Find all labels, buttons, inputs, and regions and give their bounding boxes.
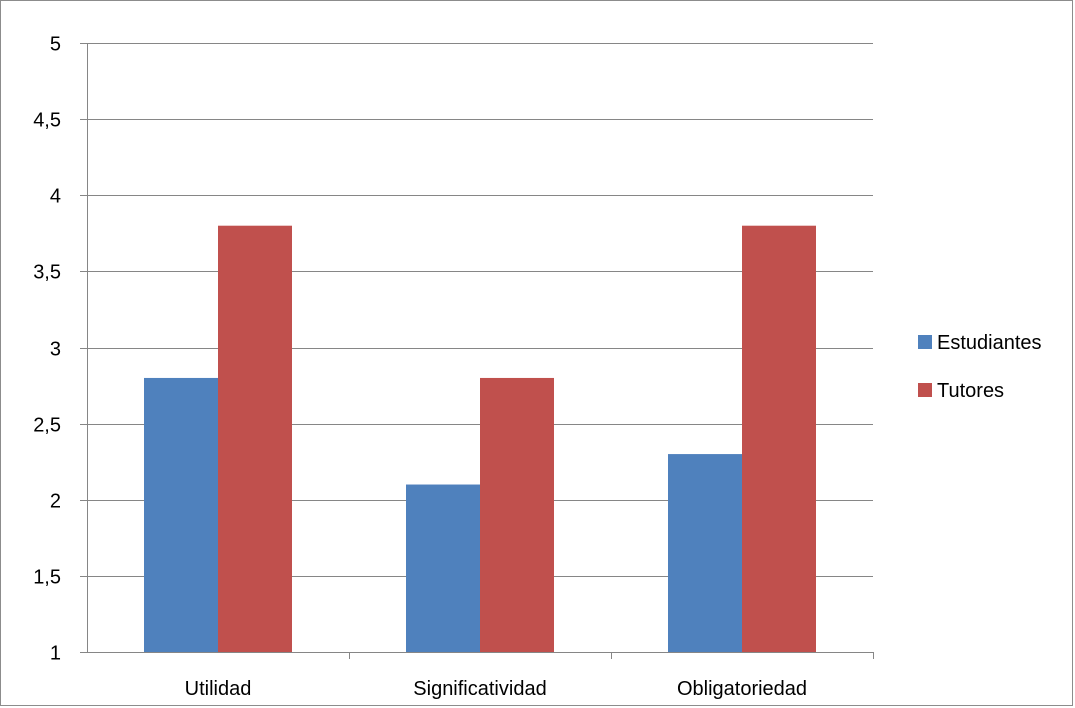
y-tick-label: 1,5 [33, 567, 61, 589]
bar-tutores-obligatoriedad [742, 225, 816, 652]
legend-swatch-tutores [918, 383, 932, 397]
y-tick-label: 1 [50, 643, 61, 665]
legend-label-tutores: Tutores [937, 380, 1004, 402]
x-category-label: Utilidad [185, 678, 252, 700]
x-category-label: Significatividad [413, 678, 546, 700]
y-tick-labels: 1 1,5 2 2,5 3 3,5 4 4,5 5 [33, 34, 61, 665]
legend: Estudiantes Tutores [918, 332, 1042, 402]
bar-tutores-utilidad [218, 225, 292, 652]
bar-estudiantes-significatividad [406, 484, 480, 652]
x-category-label: Obligatoriedad [677, 678, 807, 700]
y-tick-label: 5 [50, 34, 61, 56]
bar-tutores-significatividad [480, 377, 554, 652]
y-tick-label: 2,5 [33, 415, 61, 437]
axes [80, 43, 874, 659]
bars [144, 225, 816, 652]
legend-swatch-estudiantes [918, 335, 932, 349]
x-category-labels: Utilidad Significatividad Obligatoriedad [185, 678, 807, 700]
y-tick-label: 4 [50, 186, 61, 208]
y-tick-label: 4,5 [33, 110, 61, 132]
y-tick-label: 3 [50, 339, 61, 361]
legend-label-estudiantes: Estudiantes [937, 332, 1042, 354]
bar-estudiantes-utilidad [144, 377, 218, 652]
y-tick-label: 3,5 [33, 262, 61, 284]
y-tick-label: 2 [50, 491, 61, 513]
bar-estudiantes-obligatoriedad [668, 454, 742, 652]
